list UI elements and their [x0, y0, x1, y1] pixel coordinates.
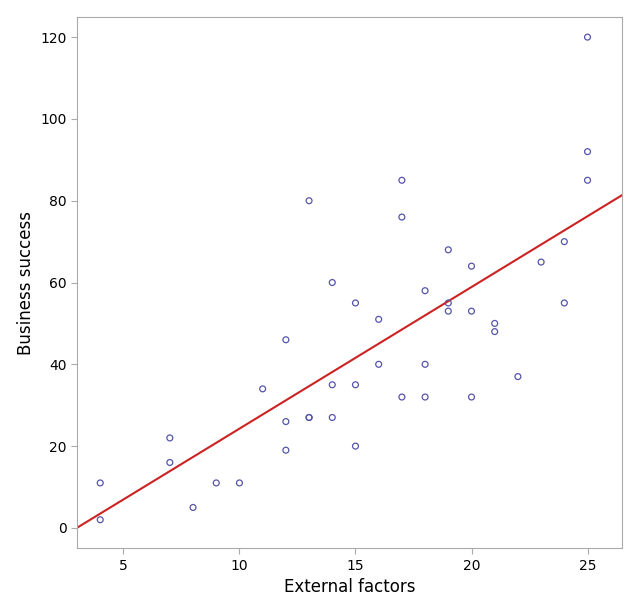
Point	[95, 515, 105, 525]
Point	[420, 286, 430, 295]
Point	[281, 335, 291, 345]
Point	[466, 261, 477, 271]
Y-axis label: Business success: Business success	[17, 210, 35, 354]
Point	[235, 478, 245, 488]
Point	[374, 359, 384, 369]
Point	[304, 413, 314, 422]
Point	[582, 175, 592, 185]
Point	[327, 380, 337, 390]
Point	[327, 413, 337, 422]
Point	[350, 380, 360, 390]
Point	[420, 392, 430, 402]
Point	[420, 359, 430, 369]
Point	[350, 441, 360, 451]
X-axis label: External factors: External factors	[284, 578, 415, 596]
Point	[559, 237, 569, 246]
Point	[95, 478, 105, 488]
Point	[350, 298, 360, 308]
Point	[466, 392, 477, 402]
Point	[327, 278, 337, 287]
Point	[258, 384, 268, 394]
Point	[211, 478, 221, 488]
Point	[281, 445, 291, 455]
Point	[582, 32, 592, 42]
Point	[397, 175, 407, 185]
Point	[489, 327, 500, 337]
Point	[443, 306, 454, 316]
Point	[397, 392, 407, 402]
Point	[188, 503, 198, 512]
Point	[466, 306, 477, 316]
Point	[443, 245, 454, 254]
Point	[443, 298, 454, 308]
Point	[374, 314, 384, 324]
Point	[304, 413, 314, 422]
Point	[397, 212, 407, 222]
Point	[165, 433, 175, 443]
Point	[281, 417, 291, 427]
Point	[165, 457, 175, 467]
Point	[536, 257, 546, 267]
Point	[582, 147, 592, 156]
Point	[559, 298, 569, 308]
Point	[304, 196, 314, 205]
Point	[513, 371, 523, 381]
Point	[489, 319, 500, 329]
